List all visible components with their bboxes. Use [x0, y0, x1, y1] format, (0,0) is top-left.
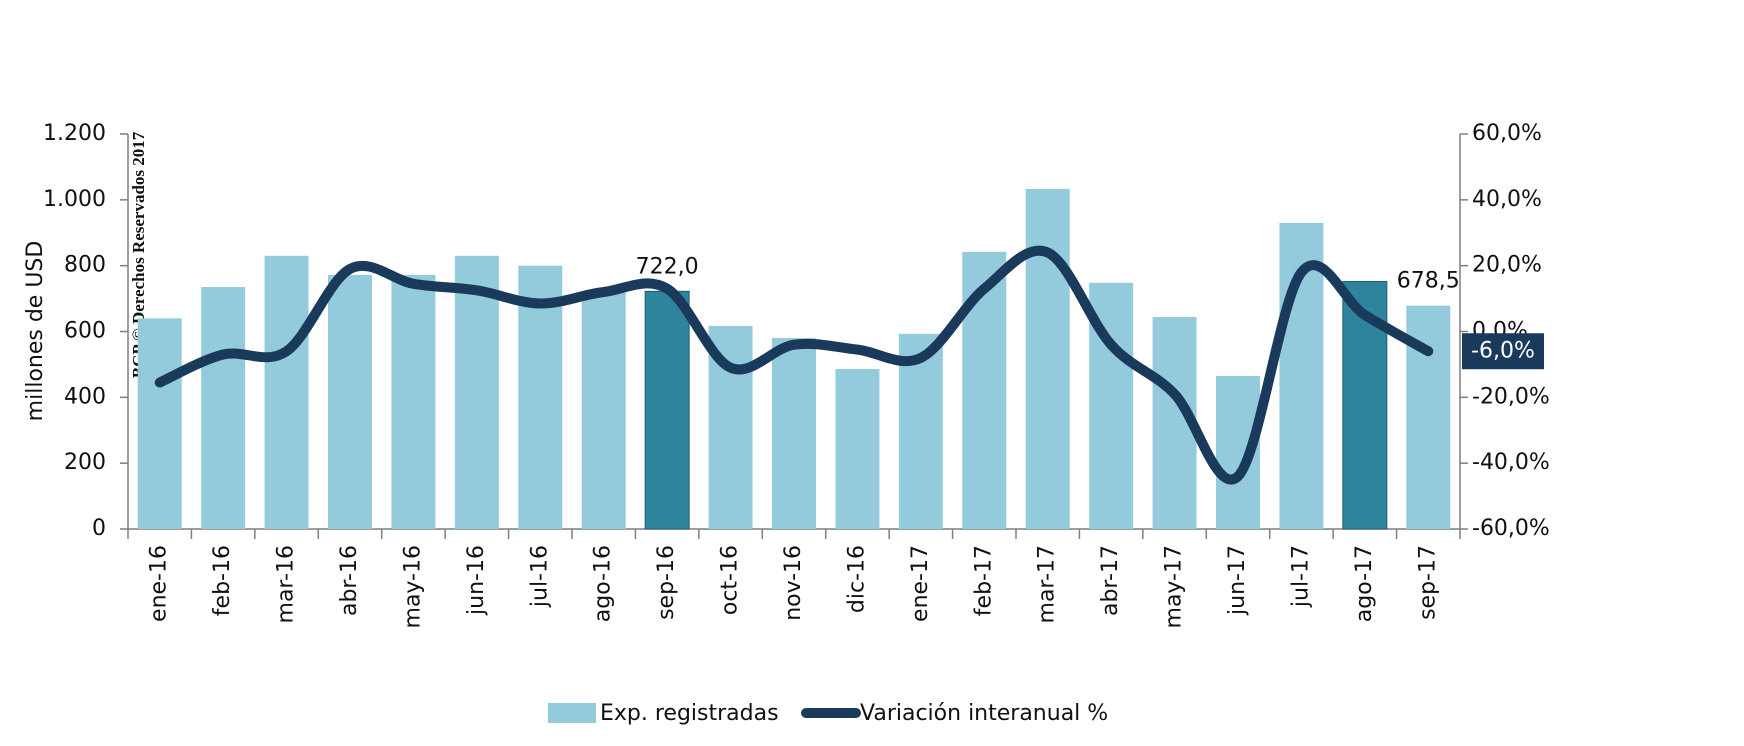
bar — [772, 338, 816, 529]
bar — [454, 255, 499, 529]
x-tick-label: sep-16 — [654, 545, 679, 620]
x-tick-label: dic-16 — [844, 545, 869, 613]
x-tick-label: may-16 — [400, 545, 425, 628]
y2-tick-label: -60,0% — [1472, 516, 1550, 541]
x-tick-label: mar-17 — [1035, 545, 1060, 623]
x-tick-label: feb-17 — [971, 545, 996, 616]
legend-label: Exp. registradas — [600, 701, 779, 726]
x-tick-label: jun-17 — [1225, 545, 1250, 616]
y2-tick-label: 60,0% — [1472, 121, 1542, 146]
line-value-box — [1462, 333, 1544, 370]
bar — [581, 292, 626, 529]
y2-tick-label: -20,0% — [1472, 384, 1550, 409]
bar — [835, 369, 880, 529]
x-tick-label: ene-16 — [147, 545, 172, 622]
x-tick-label: ene-17 — [908, 545, 933, 622]
bar — [518, 265, 563, 529]
bar — [1025, 188, 1070, 530]
bar — [137, 318, 182, 529]
x-tick-label: jun-16 — [464, 545, 489, 616]
x-tick-label: sep-17 — [1415, 545, 1440, 620]
x-tick-label: oct-16 — [718, 545, 743, 615]
x-tick-label: jul-17 — [1288, 545, 1313, 608]
legend-swatch — [548, 703, 596, 723]
x-tick-label: abr-16 — [337, 545, 362, 616]
x-tick-label: mar-16 — [274, 545, 299, 623]
line-value-label: -6,0% — [1471, 338, 1535, 363]
y-tick-label: 1.200 — [43, 121, 106, 146]
y-axis-label: millones de USD — [23, 241, 48, 422]
x-tick-label: nov-16 — [781, 545, 806, 621]
x-tick-label: abr-17 — [1098, 545, 1123, 616]
x-tick-label: jul-16 — [527, 545, 552, 608]
y-tick-label: 400 — [64, 384, 106, 409]
line — [154, 245, 1434, 485]
legend-label: Variación interanual % — [860, 701, 1108, 726]
bar — [328, 274, 372, 529]
bar — [201, 287, 246, 529]
y-tick-label: 600 — [64, 319, 106, 344]
bar-value-label: 722,0 — [636, 254, 699, 279]
x-tick-label: may-17 — [1162, 545, 1187, 628]
y-tick-label: 0 — [92, 516, 106, 541]
bar — [264, 255, 309, 529]
bar — [391, 274, 436, 529]
watermark: BCP © Derechos Reservados 2017 — [129, 131, 148, 378]
y2-tick-label: -40,0% — [1472, 450, 1550, 475]
y2-tick-label: 20,0% — [1472, 253, 1542, 278]
bar — [644, 290, 690, 530]
bar — [898, 333, 943, 529]
bar-value-label: 678,5 — [1397, 269, 1460, 294]
x-tick-label: ago-16 — [591, 545, 616, 622]
x-tick-label: feb-16 — [210, 545, 235, 616]
x-tick-label: ago-17 — [1352, 545, 1377, 622]
y-tick-label: 1.000 — [43, 187, 106, 212]
y-tick-label: 800 — [64, 253, 106, 278]
y2-tick-label: 40,0% — [1472, 187, 1542, 212]
y-tick-label: 200 — [64, 450, 106, 475]
